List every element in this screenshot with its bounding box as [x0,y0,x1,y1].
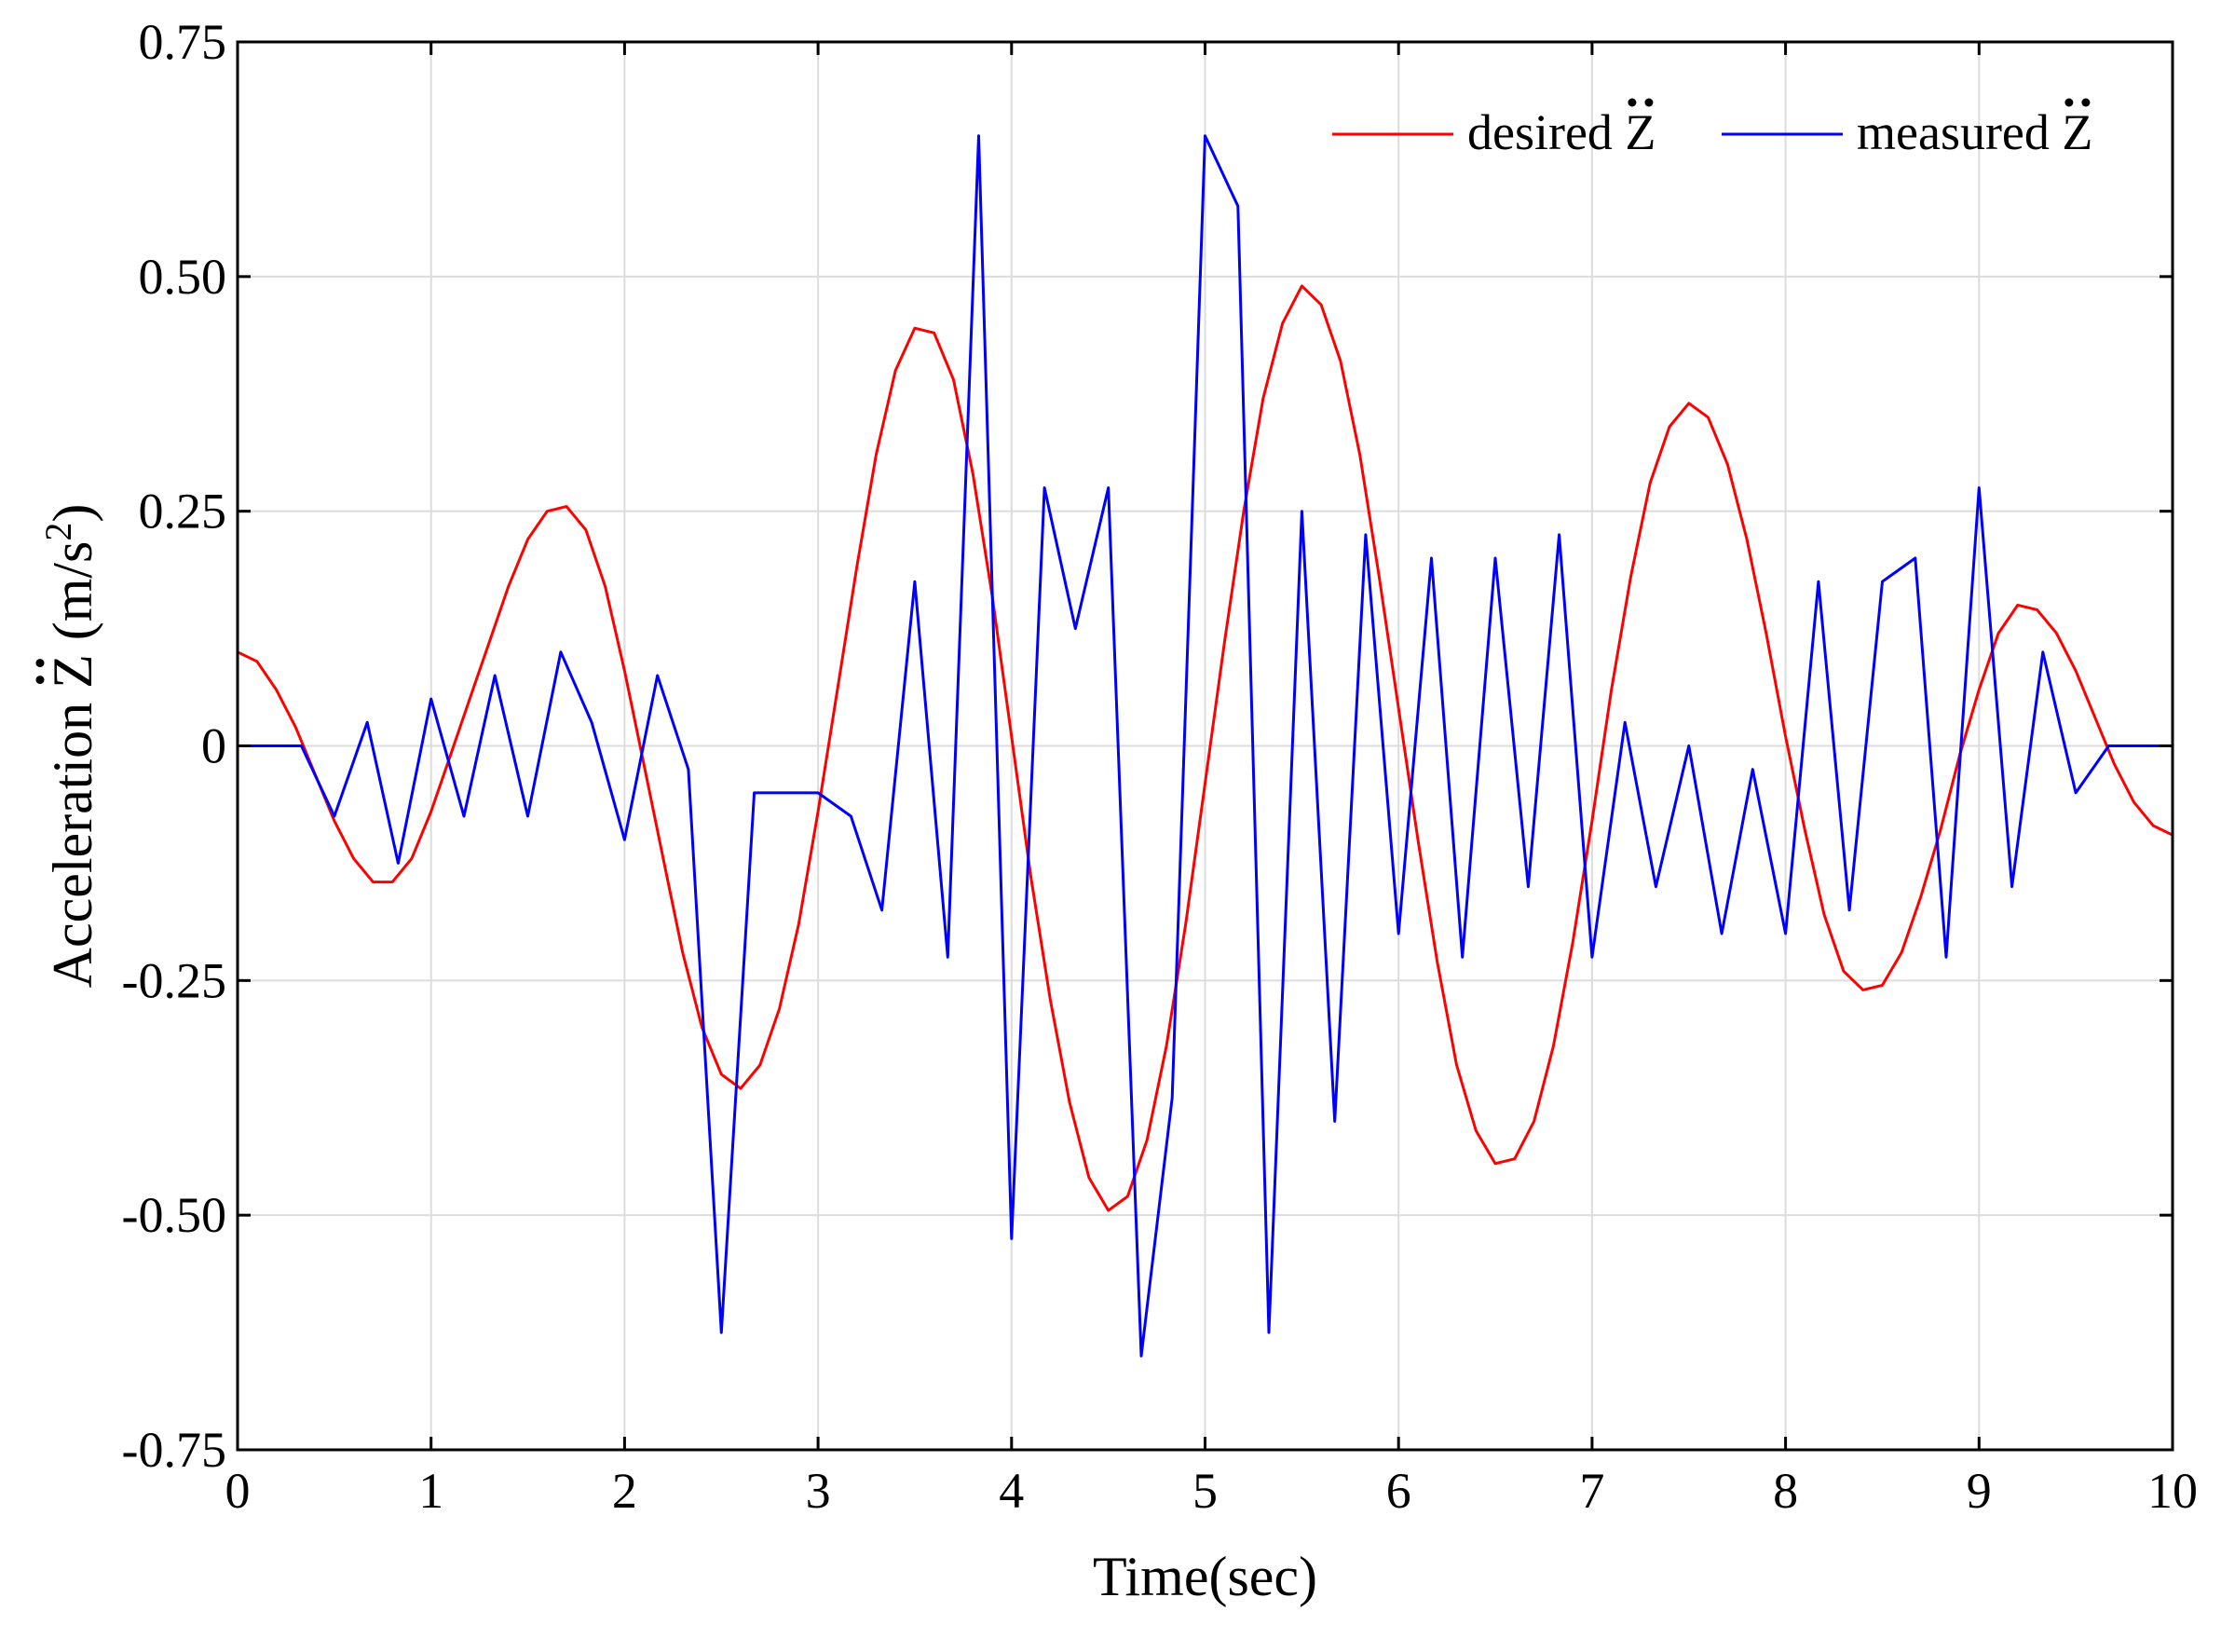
series-line-desired [237,284,2173,1212]
y-tick-label-2: 0.25 [139,484,227,539]
legend-label-desired: desired Z [1467,104,1656,160]
legend-label-measured: measured Z [1857,104,2092,160]
series-line-measured [238,134,2173,1358]
x-tick-label-1: 1 [418,1463,443,1519]
x-tick-label-7: 7 [1579,1463,1604,1519]
ddot-accent [1644,98,1654,107]
y-tick-label-5: -0.50 [122,1187,226,1243]
ddot-accent [35,676,45,685]
x-tick-label-0: 0 [225,1463,251,1519]
y-tick-label-6: -0.75 [122,1422,226,1478]
x-tick-label-8: 8 [1773,1463,1798,1519]
ddot-accent [2081,98,2091,107]
series-layer [237,134,2173,1358]
y-axis-title-exponent: 2 [37,523,79,541]
y-tick-label-3: 0 [201,718,226,774]
x-tick-label-10: 10 [2147,1463,2198,1519]
ddot-accent [2064,98,2074,107]
y-tick-label-1: 0.50 [139,249,227,305]
ddot-accent [35,659,45,668]
ticks-layer [236,40,2174,1452]
y-axis-title-symbol: Z [42,654,103,689]
y-axis-title-unit: (m/s [42,541,103,655]
x-tick-label-5: 5 [1192,1463,1218,1519]
y-axis-title-close: ) [42,504,103,523]
x-tick-labels: 0 1 2 3 4 5 6 7 8 9 10 [225,1463,2199,1519]
x-tick-label-6: 6 [1386,1463,1411,1519]
x-tick-label-4: 4 [999,1463,1024,1519]
y-axis-title: Acceleration Z (m/s2) [37,504,104,989]
legend: desired Z measured Z [1332,98,2092,160]
y-tick-labels: 0.75 0.50 0.25 0 -0.25 -0.50 -0.75 [122,14,226,1478]
ddot-accent [1628,98,1637,107]
y-tick-label-4: -0.25 [122,952,226,1008]
y-axis-ddot [35,659,45,685]
y-tick-label-0: 0.75 [139,14,227,70]
x-tick-label-3: 3 [806,1463,831,1519]
x-tick-label-9: 9 [1967,1463,1992,1519]
x-tick-label-2: 2 [612,1463,637,1519]
y-axis-title-prefix: Acceleration [42,689,103,988]
grid-layer [237,41,2173,1451]
x-axis-title: Time(sec) [1093,1546,1317,1607]
